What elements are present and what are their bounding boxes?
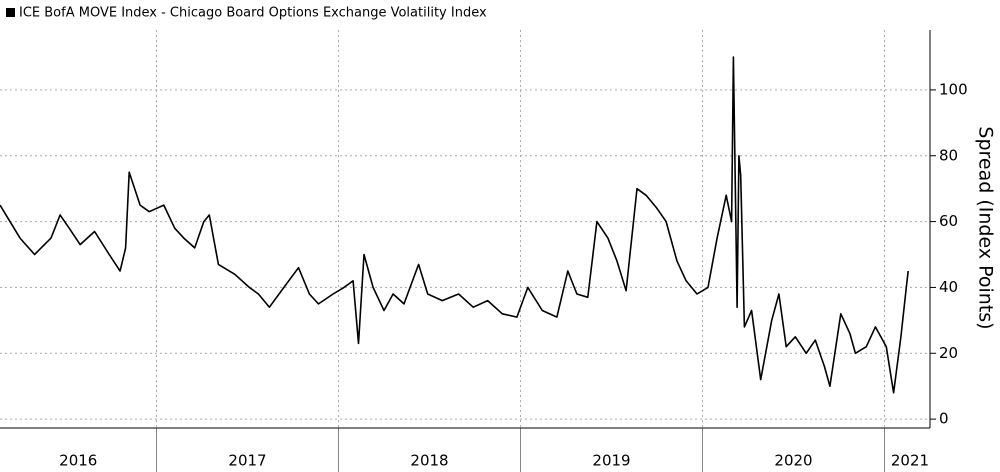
y-tick-label: 40 <box>939 278 958 296</box>
y-tick-label: 60 <box>939 212 958 230</box>
y-tick-label: 0 <box>939 410 949 428</box>
y-tick-label: 80 <box>939 146 958 164</box>
x-tick-label: 2016 <box>59 452 97 470</box>
x-tick-label: 2020 <box>774 452 812 470</box>
legend-label: ICE BofA MOVE Index - Chicago Board Opti… <box>19 6 487 21</box>
line-series <box>0 56 909 394</box>
legend-swatch <box>6 8 15 17</box>
y-tick-label: 20 <box>939 344 958 362</box>
x-tick-label: 2019 <box>592 452 630 470</box>
y-tick-label: 100 <box>939 80 968 98</box>
x-tick-label: 2021 <box>891 452 929 470</box>
x-tick-label: 2018 <box>410 452 448 470</box>
x-tick-label: 2017 <box>228 452 266 470</box>
y-axis-label: Spread (Index Points) <box>975 126 997 329</box>
